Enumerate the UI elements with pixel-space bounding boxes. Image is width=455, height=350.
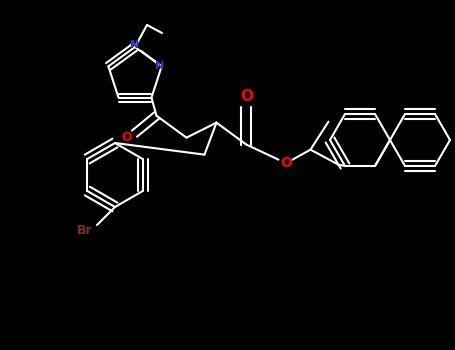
Text: O: O — [121, 131, 132, 144]
Text: N: N — [155, 61, 164, 71]
Text: O: O — [281, 156, 293, 170]
Text: O: O — [240, 89, 253, 104]
Text: N: N — [131, 40, 140, 50]
Text: Br: Br — [77, 224, 93, 238]
